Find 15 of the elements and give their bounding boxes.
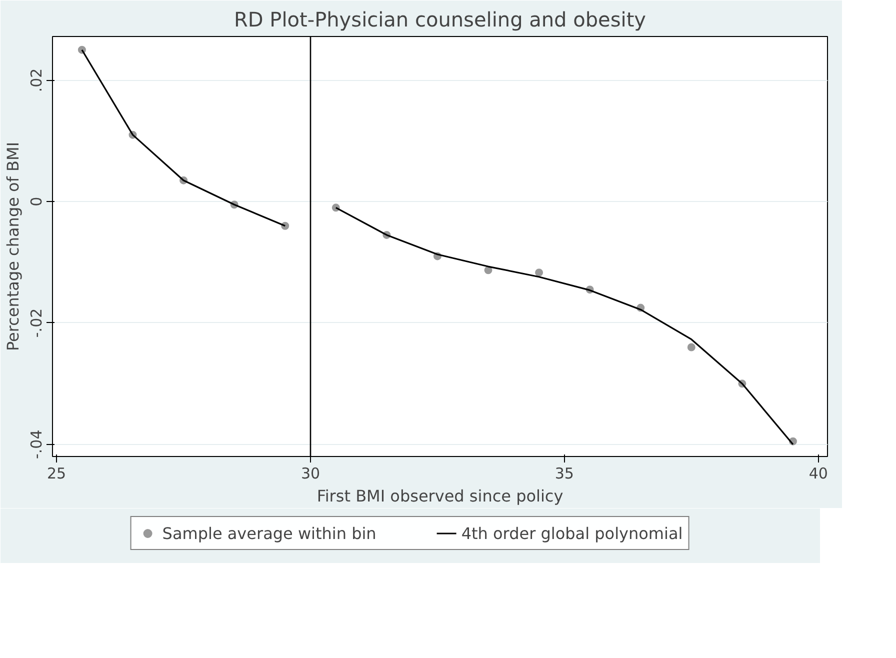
y-tick-label: -.04 [28, 430, 46, 459]
x-tick-label: 30 [300, 464, 320, 482]
x-tick-label: 35 [554, 464, 574, 482]
x-axis-title: First BMI observed since policy [316, 486, 564, 506]
x-tick-label: 25 [47, 464, 66, 482]
y-tick-label: 0 [28, 196, 46, 206]
y-tick-label: -.02 [28, 308, 46, 338]
legend-label: 4th order global polynomial [461, 524, 683, 542]
point [687, 343, 696, 352]
point [535, 268, 544, 277]
chart-title: RD Plot-Physician counseling and obesity [234, 8, 646, 32]
y-axis-title: Percentage change of BMI [4, 142, 22, 352]
y-tick-label: .02 [28, 68, 46, 92]
x-tick-label: 40 [808, 464, 828, 482]
legend-label: Sample average within bin [162, 524, 376, 542]
